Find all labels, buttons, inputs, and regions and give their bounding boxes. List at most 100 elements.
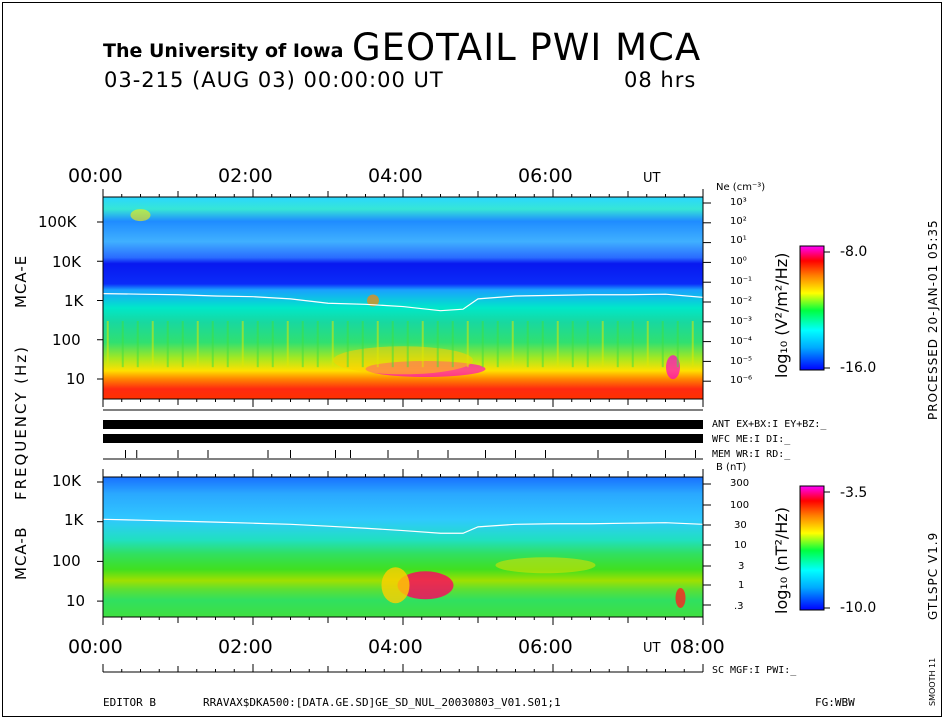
b-tick-3: 10 — [734, 540, 747, 551]
b-axis-label: B (nT) — [716, 462, 747, 473]
e-streak — [301, 321, 304, 368]
b-freq-tick-3: 10 — [66, 592, 86, 610]
e-streak — [586, 321, 589, 368]
e-streak — [331, 321, 334, 368]
status-mem: MEM WR:I RD:_ — [712, 449, 791, 460]
b-cbar-min: -10.0 — [840, 600, 877, 616]
e-streak — [691, 321, 694, 368]
mca-e-label: MCA-E — [12, 254, 30, 308]
footer-editor: EDITOR B — [103, 696, 156, 709]
e-streak — [556, 321, 559, 368]
version-stamp: GTLSPC V1.9 — [926, 531, 940, 620]
e-feature-late-burst — [666, 355, 680, 380]
b-feature-hot — [397, 571, 454, 600]
mca-e-colorbar — [799, 245, 825, 371]
b-tick-6: .3 — [734, 601, 744, 612]
status-wfc: WFC ME:I DI:_ — [712, 434, 791, 445]
b-tick-1: 100 — [730, 500, 750, 511]
footer-fg: FG:WBW — [815, 696, 855, 709]
e-streak — [151, 321, 154, 368]
e-cbar-max: -8.0 — [840, 244, 868, 260]
e-streak — [661, 321, 664, 368]
processed-stamp: PROCESSED 20-JAN-01 05:35 — [926, 219, 940, 420]
smooth-stamp: SMOOTH 11 — [928, 657, 937, 706]
e-streak — [496, 321, 499, 368]
e-streak — [226, 321, 229, 368]
e-streak — [181, 321, 184, 368]
mca-b-spectrogram — [102, 476, 704, 618]
e-streak — [541, 321, 544, 368]
ne-tick-4: 10⁻¹ — [730, 276, 753, 287]
e-streak — [451, 321, 454, 368]
e-streak — [616, 321, 619, 368]
b-feature-late — [675, 587, 686, 608]
top-time-tick-1: 02:00 — [218, 165, 273, 187]
e-streak — [421, 321, 424, 368]
e-freq-tick-2: 1K — [64, 292, 84, 310]
ne-tick-1: 10² — [730, 216, 747, 227]
b-freq-tick-2: 100 — [52, 552, 81, 570]
e-streak — [571, 321, 574, 368]
e-streak — [256, 321, 259, 368]
bottom-time-tick-0: 00:00 — [68, 636, 123, 658]
bottom-time-tick-4: 08:00 — [670, 636, 725, 658]
e-streak — [106, 321, 109, 368]
bottom-time-unit: UT — [643, 641, 661, 656]
e-streak — [466, 321, 469, 368]
top-time-tick-2: 04:00 — [368, 165, 423, 187]
b-freq-tick-1: 1K — [64, 511, 84, 529]
ne-tick-7: 10⁻⁴ — [730, 336, 753, 347]
e-freq-tick-4: 10 — [66, 370, 86, 388]
ne-tick-2: 10¹ — [730, 235, 747, 246]
e-streak — [511, 321, 514, 368]
b-tick-0: 300 — [730, 478, 750, 489]
bottom-time-tick-1: 02:00 — [218, 636, 273, 658]
ne-axis-label: Ne (cm⁻³) — [716, 182, 766, 193]
e-streak — [406, 321, 409, 368]
bottom-time-tick-2: 04:00 — [368, 636, 423, 658]
ne-tick-0: 10³ — [730, 197, 747, 208]
b-tick-4: 3 — [738, 561, 745, 572]
e-streak — [316, 321, 319, 368]
b-cbar-max: -3.5 — [840, 485, 868, 501]
e-streak — [631, 321, 634, 368]
e-streak — [391, 321, 394, 368]
e-streak — [676, 321, 679, 368]
e-streak — [361, 321, 364, 368]
e-cbar-unit: log₁₀ (V²/m²/Hz) — [772, 252, 791, 378]
e-streak — [121, 321, 124, 368]
bottom-time-tick-3: 06:00 — [518, 636, 573, 658]
status-sc: SC MGF:I PWI:_ — [712, 665, 797, 676]
e-streak — [166, 321, 169, 368]
ne-tick-6: 10⁻³ — [730, 316, 753, 327]
e-feature-hf-burst — [130, 209, 151, 222]
b-freq-tick-0: 10K — [52, 472, 81, 490]
date-line: 03-215 (AUG 03) 00:00:00 UT — [104, 68, 444, 92]
e-streak — [136, 321, 139, 368]
e-streak — [646, 321, 649, 368]
e-streak — [436, 321, 439, 368]
b-tick-5: 1 — [738, 580, 745, 591]
e-streak — [376, 321, 379, 368]
ne-tick-5: 10⁻² — [730, 296, 753, 307]
b-field-line — [102, 518, 704, 534]
e-streak — [286, 321, 289, 368]
e-streak — [346, 321, 349, 368]
e-freq-tick-3: 100 — [52, 331, 81, 349]
top-time-tick-3: 06:00 — [518, 165, 573, 187]
b-cbar-unit: log₁₀ (nT²/Hz) — [772, 507, 791, 614]
e-feature-burst-1 — [367, 294, 379, 307]
ne-tick-9: 10⁻⁶ — [730, 375, 753, 386]
b-feature-warm — [381, 567, 410, 604]
ne-tick-8: 10⁻⁵ — [730, 356, 753, 367]
e-streak — [211, 321, 214, 368]
page-title: GEOTAIL PWI MCA — [352, 26, 702, 69]
duration-label: 08 hrs — [624, 68, 697, 92]
mca-b-label: MCA-B — [12, 526, 30, 580]
mca-e-spectrogram — [102, 196, 704, 400]
e-streak — [526, 321, 529, 368]
e-streak — [241, 321, 244, 368]
e-streak — [481, 321, 484, 368]
